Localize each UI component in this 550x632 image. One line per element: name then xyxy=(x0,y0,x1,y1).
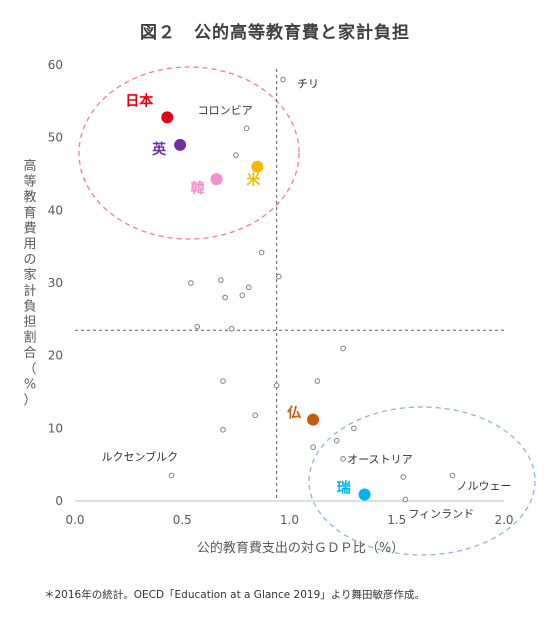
highlight-point xyxy=(161,111,174,124)
x-tick-label: 1.5 xyxy=(387,513,406,527)
highlight-label: 韓 xyxy=(191,180,205,197)
data-point xyxy=(239,292,246,299)
x-tick-label: 0.5 xyxy=(173,513,192,527)
highlight-point xyxy=(251,160,264,173)
highlight-label: 瑞 xyxy=(337,479,351,496)
data-point xyxy=(233,152,239,158)
y-tick-label: 50 xyxy=(48,131,63,145)
data-point xyxy=(252,412,258,419)
y-tick-label: 20 xyxy=(48,349,63,363)
data-point xyxy=(218,277,224,283)
data-point xyxy=(333,437,340,444)
highlight-point xyxy=(174,138,187,151)
y-tick-label: 60 xyxy=(48,58,63,72)
data-point xyxy=(310,444,316,451)
y-tick-label: 30 xyxy=(48,276,63,290)
data-point xyxy=(245,284,252,291)
data-point xyxy=(222,294,228,301)
highlight-label: 米 xyxy=(246,172,261,189)
footnote: ＊2016年の統計。OECD「Education at a Glance 201… xyxy=(44,589,426,601)
data-point xyxy=(258,249,265,256)
data-points xyxy=(161,76,456,503)
y-tick-label: 10 xyxy=(48,421,63,435)
data-point xyxy=(314,378,321,384)
y-tick-label: 0 xyxy=(55,494,63,508)
point-label: オーストリア xyxy=(347,453,412,466)
y-tick-label: 40 xyxy=(48,203,63,217)
data-point xyxy=(275,273,282,280)
point-label: フィンランド xyxy=(408,508,474,521)
x-tick-label: 0.0 xyxy=(65,513,84,527)
point-label: ルクセンブルク xyxy=(102,450,179,464)
point-label: チリ xyxy=(297,78,319,91)
highlight-label: 仏 xyxy=(287,406,301,422)
data-point xyxy=(400,474,406,480)
nordic-group-ellipse xyxy=(308,406,536,556)
highlight-label: 英 xyxy=(151,141,167,158)
japan-group-ellipse xyxy=(78,66,300,240)
data-point xyxy=(340,456,346,462)
point-label: コロンビア xyxy=(198,104,253,117)
data-point xyxy=(188,280,194,286)
chart-title: 図２ 公的高等教育費と家計負担 xyxy=(140,23,410,43)
data-point xyxy=(449,472,456,479)
highlight-point xyxy=(307,413,320,426)
data-point xyxy=(243,125,250,132)
y-axis-label: 高等教育費用の家計負担割合（%） xyxy=(23,158,36,408)
group-ellipses xyxy=(78,66,536,556)
highlight-point xyxy=(210,173,223,186)
data-point xyxy=(340,345,346,352)
data-point xyxy=(194,323,201,330)
data-point xyxy=(402,496,409,503)
highlight-point xyxy=(358,488,371,501)
highlight-label: 日本 xyxy=(125,92,154,109)
data-point xyxy=(220,426,226,433)
data-point xyxy=(220,378,226,384)
data-point xyxy=(228,325,235,332)
x-tick-label: 1.0 xyxy=(280,513,299,527)
data-point xyxy=(168,472,175,479)
data-point xyxy=(280,76,286,83)
data-point xyxy=(273,382,280,389)
axes: 0.0 0.5 1.0 1.5 2.0 0 10 20 30 40 50 60 xyxy=(48,58,514,527)
x-tick-label: 2.0 xyxy=(494,513,513,527)
data-point xyxy=(351,425,357,432)
reference-lines xyxy=(75,69,504,501)
x-axis-label: 公的教育費支出の対ＧＤＰ比（%） xyxy=(197,540,404,556)
point-label: ノルウェー xyxy=(457,480,512,493)
